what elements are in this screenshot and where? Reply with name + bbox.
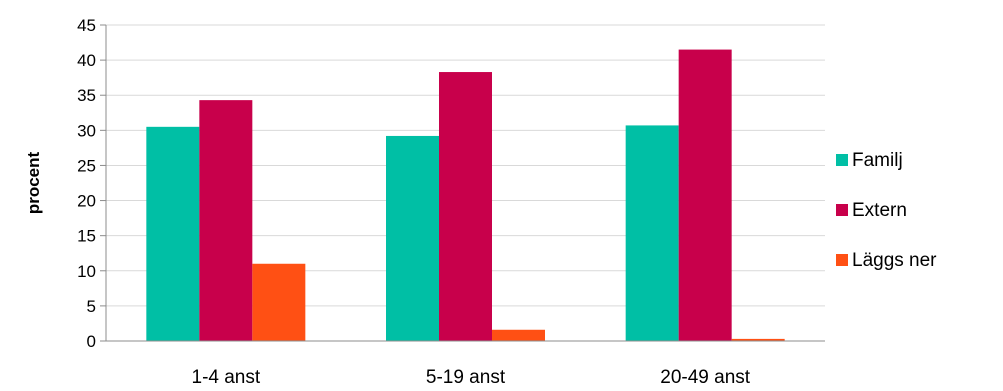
y-tick-label: 35 [77,86,96,105]
legend-swatch [836,154,848,166]
bar [492,329,545,341]
x-tick-label: 1-4 anst [192,367,261,388]
bar [146,126,200,341]
legend: Familj Extern Läggs ner [836,150,937,271]
legend-swatch [836,254,848,266]
y-tick-label: 25 [77,156,96,175]
bar [731,338,785,341]
bars [146,49,785,341]
bar [252,263,306,341]
legend-label: Läggs ner [852,250,937,271]
y-tick-label: 15 [77,227,96,246]
bar [199,100,253,341]
legend-swatch [836,204,848,216]
bar [386,135,439,341]
bar [625,125,679,341]
y-axis-label: procent [24,151,43,214]
y-tick-label: 0 [87,332,96,351]
legend-label: Extern [852,200,907,221]
y-tick-label: 40 [77,51,96,70]
y-tick-labels: 0 5 10 15 20 25 30 35 40 45 [77,16,106,351]
legend-label: Familj [852,150,903,171]
x-tick-label: 20-49 anst [660,367,751,388]
x-tick-labels: 1-4 anst 5-19 anst 20-49 anst [192,367,751,388]
bar [439,72,492,341]
x-tick-label: 5-19 anst [426,367,506,388]
y-tick-label: 20 [77,192,96,211]
y-tick-label: 10 [77,262,96,281]
y-tick-label: 30 [77,121,96,140]
y-tick-label: 45 [77,16,96,35]
bar [678,49,732,341]
y-tick-label: 5 [87,297,96,316]
